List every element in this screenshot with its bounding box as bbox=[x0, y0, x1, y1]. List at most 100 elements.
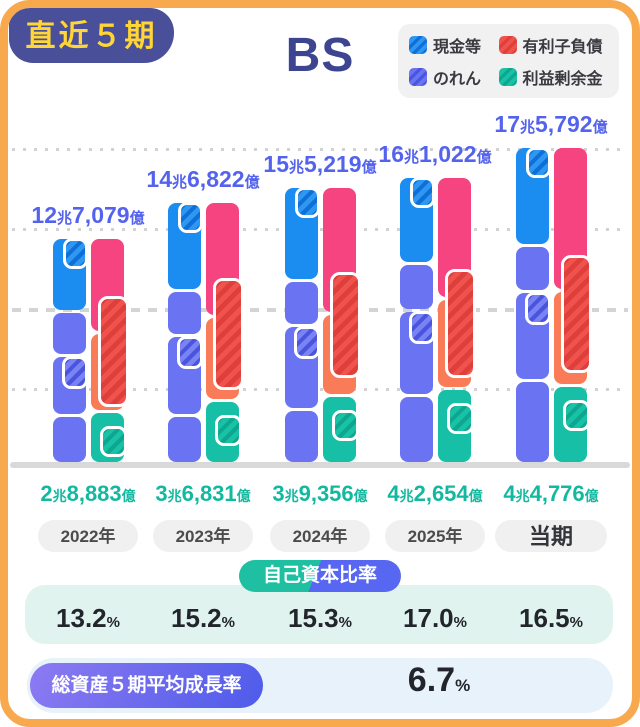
total-assets-label: 14兆6,822億 bbox=[146, 166, 260, 192]
cash-patch-icon bbox=[410, 177, 435, 208]
assets-bar bbox=[516, 147, 551, 462]
retained-patch-icon bbox=[447, 403, 474, 434]
retained-patch-icon bbox=[100, 426, 127, 457]
debt-overlay bbox=[445, 269, 476, 378]
retained-earnings-label: 3兆9,356億 bbox=[272, 481, 368, 506]
year-pill: 2025年 bbox=[385, 520, 485, 552]
retained-segment bbox=[438, 390, 474, 462]
total-assets-label: 15兆5,219億 bbox=[263, 151, 377, 177]
retained-patch-icon bbox=[563, 400, 590, 431]
cash-segment bbox=[516, 147, 551, 244]
gridline bbox=[12, 388, 628, 391]
liabilities-bar bbox=[91, 239, 129, 462]
goodwill-patch-icon bbox=[409, 311, 435, 344]
retained-patch-icon bbox=[215, 415, 242, 446]
equity-ratio-badge: 自己資本比率 bbox=[238, 560, 402, 592]
period-badge: 直近５期 bbox=[9, 8, 174, 63]
legend-item-cash: 現金等 bbox=[409, 33, 487, 57]
page-title: BS bbox=[285, 29, 355, 82]
cash-swatch-icon bbox=[409, 36, 427, 54]
goodwill-segment bbox=[53, 417, 86, 462]
chart-legend: 現金等 有利子負債 のれん 利益剰余金 bbox=[398, 24, 619, 98]
goodwill-segment bbox=[285, 326, 320, 408]
gridline bbox=[12, 228, 628, 231]
year-pill: 2022年 bbox=[38, 520, 138, 552]
cash-patch-icon bbox=[295, 187, 320, 218]
goodwill-segment bbox=[516, 247, 549, 290]
retained-segment bbox=[91, 413, 127, 462]
goodwill-patch-icon bbox=[525, 292, 551, 325]
debt-overlay bbox=[561, 255, 592, 373]
retained-earnings-label: 3兆6,831億 bbox=[155, 481, 251, 506]
goodwill-segment bbox=[516, 382, 549, 462]
equity-ratio-value: 15.3% bbox=[288, 603, 352, 633]
equity-ratio-value: 13.2% bbox=[56, 603, 120, 633]
goodwill-swatch-icon bbox=[409, 68, 427, 86]
assets-bar bbox=[400, 177, 435, 462]
goodwill-patch-icon bbox=[294, 326, 320, 359]
retained-earnings-label: 2兆8,883億 bbox=[40, 481, 136, 506]
cash-patch-icon bbox=[178, 202, 203, 233]
legend-item-retained: 利益剰余金 bbox=[498, 65, 609, 89]
assets-bar bbox=[53, 238, 88, 462]
cash-segment bbox=[168, 202, 203, 289]
cash-segment bbox=[400, 177, 435, 262]
debt-swatch-icon bbox=[498, 36, 517, 54]
legend-item-goodwill: のれん bbox=[409, 65, 487, 89]
goodwill-patch-icon bbox=[62, 356, 88, 389]
cash-patch-icon bbox=[63, 238, 88, 269]
growth-label-pill: 総資産５期平均成長率 bbox=[30, 663, 263, 708]
assets-bar bbox=[168, 202, 203, 462]
legend-label: 現金等 bbox=[433, 39, 482, 56]
goodwill-segment bbox=[168, 417, 201, 462]
gridline bbox=[12, 308, 628, 312]
cash-segment bbox=[285, 187, 320, 279]
retained-segment bbox=[206, 402, 242, 462]
goodwill-segment bbox=[400, 311, 435, 394]
growth-value: 6.7% bbox=[407, 661, 471, 699]
total-assets-label: 17兆5,792億 bbox=[494, 111, 608, 137]
year-pill: 2023年 bbox=[153, 520, 253, 552]
year-pill: 2024年 bbox=[270, 520, 370, 552]
goodwill-segment bbox=[168, 292, 201, 334]
goodwill-segment bbox=[516, 292, 551, 379]
legend-label: 利益剰余金 bbox=[522, 71, 603, 88]
goodwill-segment bbox=[168, 336, 203, 414]
retained-earnings-label: 4兆4,776億 bbox=[503, 481, 599, 506]
total-assets-label: 12兆7,079億 bbox=[31, 202, 145, 228]
goodwill-segment bbox=[400, 265, 433, 309]
total-assets-label: 16兆1,022億 bbox=[378, 141, 492, 167]
equity-ratio-value: 17.0% bbox=[403, 603, 467, 633]
goodwill-segment bbox=[285, 411, 318, 462]
assets-bar bbox=[285, 187, 320, 462]
legend-item-debt: 有利子負債 bbox=[498, 33, 609, 57]
goodwill-segment bbox=[53, 313, 86, 354]
year-pill: 当期 bbox=[495, 520, 607, 552]
liabilities-bar bbox=[323, 188, 361, 462]
liabilities-bar bbox=[206, 203, 244, 462]
equity-ratio-value: 16.5% bbox=[519, 603, 583, 633]
goodwill-segment bbox=[53, 356, 88, 414]
debt-overlay bbox=[213, 278, 244, 390]
liabilities-bar bbox=[438, 178, 476, 462]
cash-patch-icon bbox=[526, 147, 551, 178]
retained-earnings-label: 4兆2,654億 bbox=[387, 481, 483, 506]
equity-ratio-panel bbox=[25, 585, 613, 644]
equity-ratio-value: 15.2% bbox=[171, 603, 235, 633]
goodwill-patch-icon bbox=[177, 336, 203, 369]
goodwill-segment bbox=[285, 282, 318, 324]
legend-label: のれん bbox=[433, 71, 482, 88]
liabilities-bar bbox=[554, 148, 592, 462]
debt-overlay bbox=[330, 272, 361, 378]
debt-overlay bbox=[98, 296, 129, 407]
retained-segment bbox=[554, 387, 590, 462]
legend-label: 有利子負債 bbox=[522, 39, 603, 56]
retained-patch-icon bbox=[332, 410, 359, 441]
goodwill-segment bbox=[400, 397, 433, 462]
x-axis-line bbox=[10, 462, 630, 468]
retained-segment bbox=[323, 397, 359, 462]
retained-swatch-icon bbox=[498, 68, 517, 86]
cash-segment bbox=[53, 238, 88, 310]
gridline bbox=[12, 148, 628, 151]
